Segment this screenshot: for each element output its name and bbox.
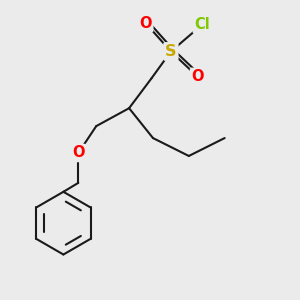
Text: O: O xyxy=(72,146,85,160)
Text: O: O xyxy=(191,69,204,84)
Text: Cl: Cl xyxy=(194,17,210,32)
Text: O: O xyxy=(139,16,152,31)
Text: S: S xyxy=(165,44,177,59)
